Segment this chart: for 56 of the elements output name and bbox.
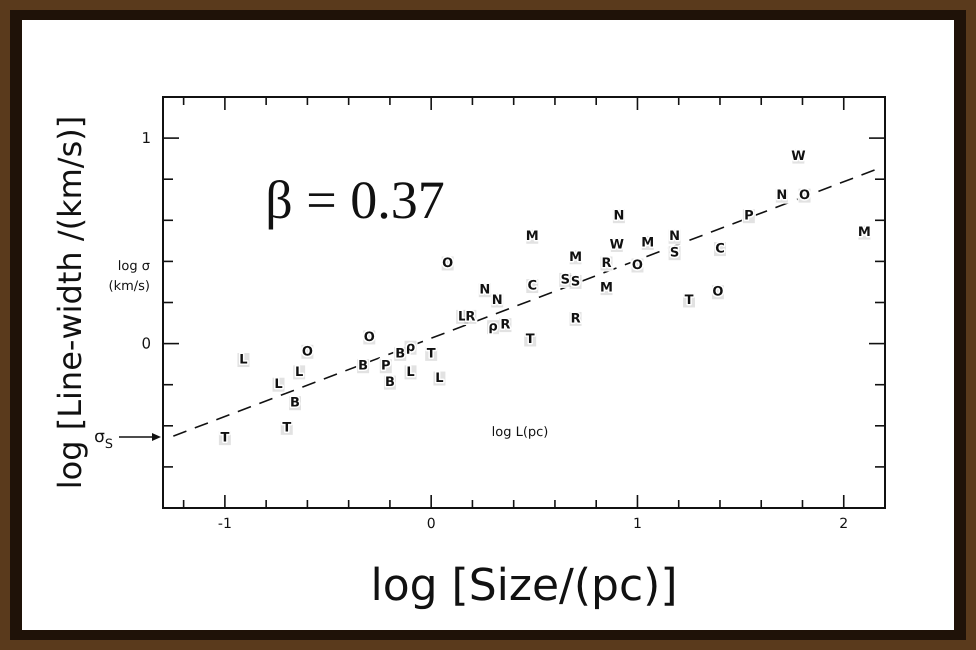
text: N <box>613 208 624 224</box>
text: T <box>282 420 292 436</box>
text: ρ <box>488 320 498 335</box>
text: B <box>395 346 406 362</box>
series-label: ρ <box>406 340 416 356</box>
annotation: β = 0.37 <box>265 170 445 230</box>
x-tick-label: 0 <box>426 516 436 532</box>
text: M <box>526 229 539 244</box>
text: σ$_{S}$ <box>94 427 113 452</box>
text: M <box>641 235 654 250</box>
series-label: P <box>381 358 391 374</box>
text: R <box>570 311 581 326</box>
text: S <box>560 272 570 288</box>
text: O <box>364 330 375 345</box>
text: N <box>492 292 503 308</box>
text: L <box>435 371 444 386</box>
y-axis-title: log [Line-width /(km/s)] <box>51 116 89 490</box>
text: O <box>799 188 810 204</box>
text: C <box>715 242 725 257</box>
text: S <box>670 246 680 261</box>
series-label: O <box>632 258 643 274</box>
text: P <box>744 208 754 224</box>
text: T <box>684 292 694 308</box>
text: O <box>712 284 724 300</box>
series-label: L <box>239 352 248 368</box>
text: T <box>526 332 535 347</box>
series-label: W <box>610 237 624 252</box>
text: M <box>600 280 613 296</box>
text: R <box>500 318 510 333</box>
legend-label: M <box>858 225 871 240</box>
text: M <box>569 250 582 265</box>
text: O <box>442 256 454 271</box>
x-tick-label: 1 <box>632 516 642 532</box>
text: log σ (km/s) <box>108 259 150 294</box>
text: N <box>669 229 680 244</box>
series-label: B <box>290 396 300 411</box>
series-label: N <box>479 282 490 298</box>
text: O <box>302 344 313 360</box>
text: T <box>426 346 436 362</box>
text: N <box>776 188 788 204</box>
text: R <box>465 309 476 324</box>
x-tick-label: 2 <box>839 516 848 532</box>
text: W <box>791 149 806 164</box>
annotation: log L(pc) <box>492 424 548 440</box>
text: L <box>295 364 304 380</box>
text: L <box>458 309 466 324</box>
x-tick-label: -1 <box>218 516 232 532</box>
series-label: C <box>527 278 538 294</box>
text: B <box>384 375 395 390</box>
series-label: S <box>570 274 580 290</box>
series-label: T <box>220 430 230 446</box>
text: L <box>274 377 283 392</box>
text: L <box>406 364 415 380</box>
x-axis-title: log [Size/(pc)] <box>370 560 678 611</box>
series-label: R <box>602 256 612 271</box>
text: B <box>358 358 368 374</box>
